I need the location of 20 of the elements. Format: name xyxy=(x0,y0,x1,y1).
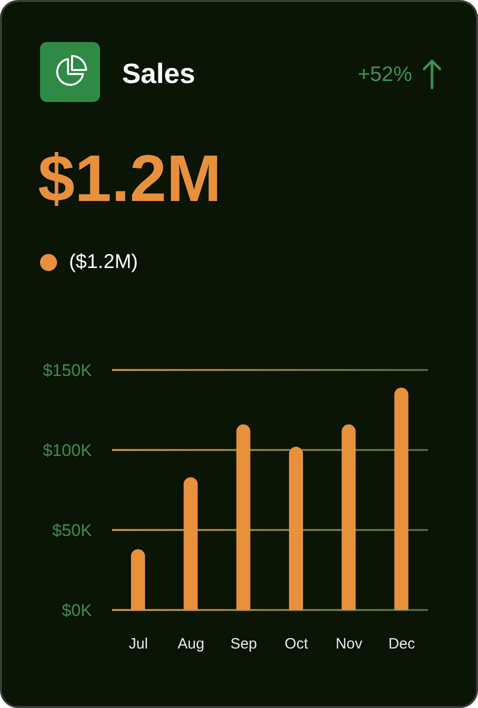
y-tick-label: $50K xyxy=(52,521,93,540)
x-tick-label: Oct xyxy=(284,636,309,653)
bar xyxy=(289,446,303,610)
legend-label: ($1.2M) xyxy=(69,250,138,275)
text: +52% xyxy=(358,63,412,86)
bar xyxy=(131,549,145,610)
bar xyxy=(342,424,356,610)
chart-subtitle: $1.2M xyxy=(38,141,222,215)
bar xyxy=(184,477,198,610)
y-tick-label: $150K xyxy=(42,361,93,380)
bar xyxy=(394,388,408,610)
x-tick-label: Jul xyxy=(128,636,148,653)
x-tick-label: Aug xyxy=(178,636,204,653)
y-tick-label: $100K xyxy=(42,441,93,460)
chart-title: Sales xyxy=(122,58,196,89)
x-tick-label: Nov xyxy=(336,636,363,653)
x-tick-label: Sep xyxy=(230,636,258,653)
x-tick-label: Dec xyxy=(388,636,416,653)
bar xyxy=(236,424,250,610)
y-tick-label: $0K xyxy=(62,601,93,620)
